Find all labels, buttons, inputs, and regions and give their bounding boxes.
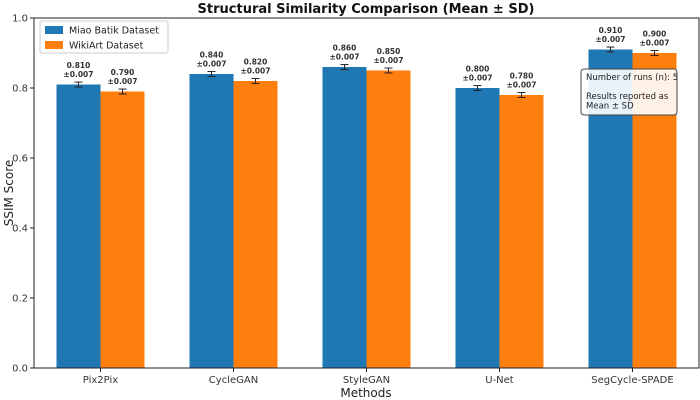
error-bar <box>251 78 260 84</box>
data-label-line: ±0.007 <box>196 60 226 69</box>
data-label-line: 0.850 <box>377 47 401 56</box>
data-label: 0.910 ±0.007 <box>595 26 625 44</box>
legend: Miao Batik Dataset WikiArt Dataset <box>39 20 169 54</box>
data-label-line: ±0.007 <box>329 53 359 62</box>
data-label-line: ±0.007 <box>506 81 536 90</box>
legend-label: Miao Batik Dataset <box>69 26 159 37</box>
y-tick-label: 0.2 <box>12 294 28 305</box>
annotation-line: Number of runs (n): 5 <box>586 73 678 83</box>
data-label-line: ±0.007 <box>595 35 625 44</box>
error-bar <box>606 46 615 53</box>
data-label: 0.860 ±0.007 <box>329 44 359 62</box>
legend-box <box>39 20 169 54</box>
data-label: 0.900 ±0.007 <box>639 30 669 48</box>
data-label: 0.820 ±0.007 <box>240 58 270 76</box>
data-label-line: ±0.007 <box>107 77 137 86</box>
y-axis-label: SSIM Score <box>2 160 16 227</box>
x-tick-label: U-Net <box>485 375 514 386</box>
error-bar <box>384 67 393 74</box>
data-label-line: 0.900 <box>643 30 667 39</box>
error-bar <box>207 71 216 77</box>
data-label-line: 0.810 <box>67 61 91 70</box>
data-label: 0.840 ±0.007 <box>196 51 226 69</box>
x-axis-label: Methods <box>340 386 391 400</box>
annotation-line: Mean ± SD <box>586 102 634 112</box>
data-label-line: 0.780 <box>510 72 534 81</box>
data-label-line: ±0.007 <box>63 70 93 79</box>
legend-label: WikiArt Dataset <box>69 41 144 52</box>
data-label-line: ±0.007 <box>373 56 403 65</box>
legend-swatch <box>45 41 63 49</box>
data-label-line: 0.860 <box>333 44 357 53</box>
data-label: 0.800 ±0.007 <box>462 65 492 83</box>
bar-wikiart-3 <box>499 95 544 368</box>
data-label: 0.780 ±0.007 <box>506 72 536 90</box>
error-bar <box>118 88 127 95</box>
error-bar <box>517 92 526 98</box>
bar-wikiart-0 <box>100 91 145 368</box>
x-tick-label: Pix2Pix <box>83 375 118 386</box>
data-label: 0.810 ±0.007 <box>63 61 93 79</box>
data-label-line: ±0.007 <box>240 67 270 76</box>
y-tick-label: 0.0 <box>12 364 28 375</box>
data-label: 0.850 ±0.007 <box>373 47 403 65</box>
annotation-text: Number of runs (n): 5 Results reported as… <box>586 73 678 112</box>
y-tick-label: 0.8 <box>12 84 28 95</box>
data-label-line: 0.910 <box>599 26 623 35</box>
error-bar <box>74 81 83 88</box>
annotation-box: Number of runs (n): 5 Results reported as… <box>580 68 678 116</box>
data-label-line: 0.790 <box>111 68 135 77</box>
bar-wikiart-1 <box>233 81 278 368</box>
data-label-line: 0.800 <box>466 65 490 74</box>
data-label-line: 0.820 <box>244 58 268 67</box>
x-tick-label: CycleGAN <box>209 375 258 386</box>
data-label-line: 0.840 <box>200 51 224 60</box>
x-tick-label: SegCycle-SPADE <box>591 375 673 386</box>
error-bar <box>340 64 349 70</box>
legend-swatch <box>45 26 63 34</box>
annotation-line: Results reported as <box>586 92 669 102</box>
y-tick-label: 1.0 <box>12 14 28 25</box>
data-label-line: ±0.007 <box>639 39 669 48</box>
error-bar <box>650 50 659 56</box>
annotation-frame <box>580 68 678 116</box>
y-tick-label: 0.6 <box>12 154 28 165</box>
x-tick-label: StyleGAN <box>343 375 390 386</box>
data-label-line: ±0.007 <box>462 74 492 83</box>
bar-miao-1 <box>189 74 234 368</box>
y-tick-label: 0.4 <box>12 224 28 235</box>
error-bar <box>473 85 482 91</box>
bar-wikiart-2 <box>366 70 411 368</box>
chart-title: Structural Similarity Comparison (Mean ±… <box>198 2 535 17</box>
data-label: 0.790 ±0.007 <box>107 68 137 86</box>
bar-miao-0 <box>56 84 101 368</box>
bar-miao-2 <box>322 67 367 368</box>
bar-miao-3 <box>455 88 500 368</box>
